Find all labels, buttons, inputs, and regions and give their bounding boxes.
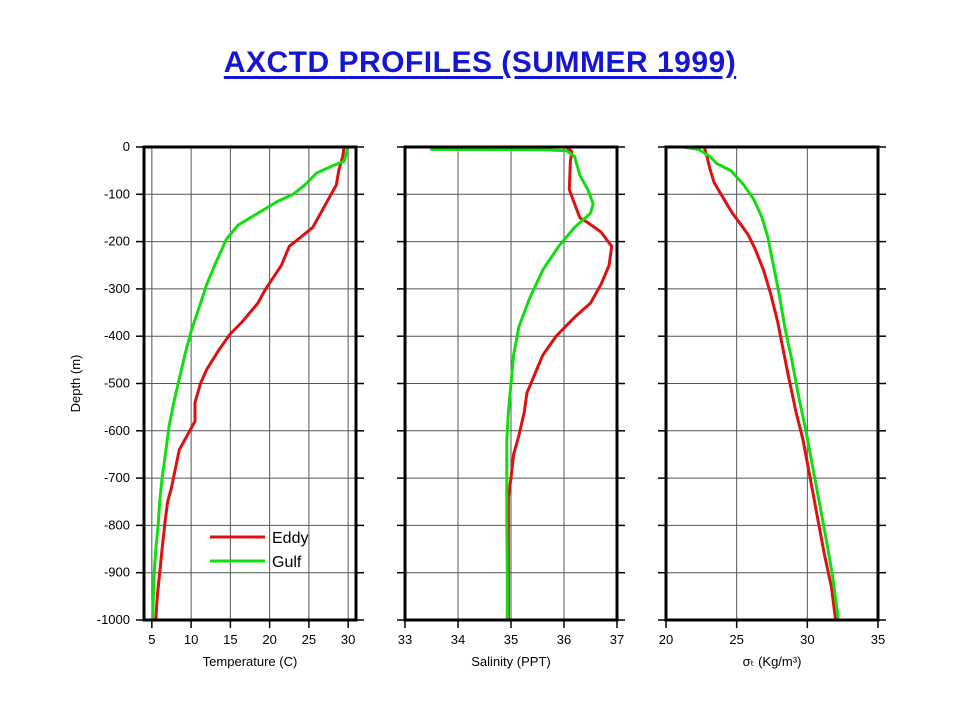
- x-tick-label: 34: [451, 632, 465, 647]
- chart-panel-2: 33 34 35 36 37 Salinity (PPT): [397, 145, 625, 669]
- y-tick-label: -500: [104, 376, 130, 391]
- x-tick-label: 30: [341, 632, 355, 647]
- y-tick-label: -700: [104, 470, 130, 485]
- chart-panel-3: 20 25 30 35 σₜ (Kg/m³): [658, 145, 886, 669]
- y-tick-label: 0: [123, 139, 130, 154]
- x-tick-label: 37: [610, 632, 624, 647]
- y-axis-label: Depth (m): [68, 355, 83, 413]
- y-tick-label: -900: [104, 565, 130, 580]
- x-tick-label: 33: [398, 632, 412, 647]
- legend-label-eddy: Eddy: [272, 530, 308, 547]
- x-axis-label: Temperature (C): [203, 654, 298, 669]
- x-tick-label: 10: [184, 632, 198, 647]
- x-tick-label: 20: [659, 632, 673, 647]
- x-tick-label: 35: [504, 632, 518, 647]
- y-tick-label: -100: [104, 186, 130, 201]
- x-axis-label: Salinity (PPT): [471, 654, 550, 669]
- series-line-eddy: [154, 145, 346, 622]
- legend-label-gulf: Gulf: [272, 554, 302, 571]
- series-line-eddy: [506, 145, 614, 622]
- page-title: AXCTD PROFILES (SUMMER 1999): [223, 46, 737, 79]
- y-tick-label: -200: [104, 234, 130, 249]
- series-line-gulf: [151, 145, 350, 622]
- y-tick-label: -300: [104, 281, 130, 296]
- series-line-gulf: [681, 145, 840, 622]
- x-tick-label: 25: [729, 632, 743, 647]
- x-tick-label: 5: [148, 632, 155, 647]
- y-tick-label: -800: [104, 517, 130, 532]
- x-tick-label: 20: [262, 632, 276, 647]
- series-line-gulf: [430, 147, 595, 622]
- x-tick-label: 35: [871, 632, 885, 647]
- series-line-eddy: [702, 145, 838, 622]
- x-tick-label: 25: [302, 632, 316, 647]
- x-tick-label: 30: [800, 632, 814, 647]
- y-tick-label: -1000: [97, 612, 130, 627]
- x-axis-label: σₜ (Kg/m³): [743, 654, 802, 669]
- legend: Eddy Gulf: [210, 530, 308, 571]
- x-tick-label: 36: [557, 632, 571, 647]
- chart-panel-1: 0 -100 -200 -300 -400 -500 -600 -700 -800 -900 -10…: [68, 139, 364, 669]
- y-tick-label: -400: [104, 328, 130, 343]
- y-tick-label: -600: [104, 423, 130, 438]
- x-tick-label: 15: [223, 632, 237, 647]
